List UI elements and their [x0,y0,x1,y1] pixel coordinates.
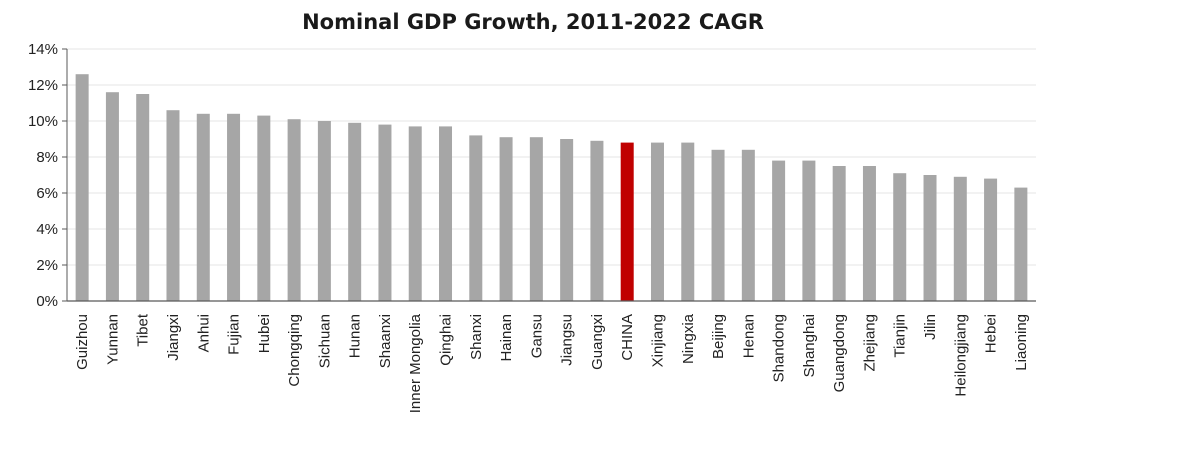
y-tick-label: 6% [36,185,58,202]
x-tick-label: Tianjin [892,314,909,358]
bar-hainan [499,137,513,301]
bar-jiangxi [166,110,180,301]
bar-jiangsu [560,139,574,301]
x-tick-label: Heilongjiang [952,314,969,397]
bar-tibet [136,94,150,301]
bar-qinghai [439,126,453,302]
x-tick-label: Jiangxi [165,314,182,361]
bar-china [620,142,634,301]
bar-ningxia [681,142,695,301]
x-tick-label: Xinjiang [649,314,666,367]
x-tick-label: Gansu [528,314,545,358]
bar-xinjiang [650,142,664,301]
bar-henan [741,149,755,301]
axes [62,48,1036,302]
bar-hebei [984,178,998,301]
bar-chongqing [287,119,301,301]
x-tick-label: Zhejiang [861,314,878,372]
bar-liaoning [1014,187,1028,301]
bars [75,74,1028,302]
x-tick-label: Hebei [983,314,1000,353]
x-tick-label: Guizhou [74,314,91,370]
x-tick-label: Hunan [347,314,364,358]
x-tick-label: Hubei [256,314,273,353]
bar-fujian [227,113,241,301]
x-tick-label: Yunnan [104,314,121,365]
x-tick-label: Shandong [771,314,788,382]
y-tick-label: 2% [36,257,58,274]
x-tick-label: Jilin [922,314,939,340]
bar-shandong [772,160,786,301]
bar-jilin [923,175,937,301]
bar-tianjin [893,173,907,301]
x-tick-label: Liaoning [1013,314,1030,371]
bar-shanghai [802,160,816,301]
x-tick-label: Qinghai [438,314,455,366]
bar-beijing [711,149,725,301]
labels: 0% 2% 4% 6% 8% 10% 12% 14% Guizhou Yunnan Tibet Jia… [28,41,1030,413]
y-tick-label: 8% [36,149,58,166]
x-tick-label: Guangdong [831,314,848,392]
x-tick-label: Ningxia [680,313,697,364]
bar-hubei [257,115,271,301]
x-tick-label: Anhui [195,314,212,352]
bar-guangxi [590,140,604,301]
x-tick-label: Shanghai [801,314,818,377]
bar-guangdong [832,166,846,301]
x-tick-label: Shanxi [468,314,485,360]
x-tick-label: Beijing [710,314,727,359]
x-tick-label: Hainan [498,314,515,362]
bar-shanxi [469,135,483,301]
chart-title: Nominal GDP Growth, 2011-2022 CAGR [302,10,764,34]
bar-heilongjiang [953,176,967,301]
y-tick-label: 4% [36,221,58,238]
bar-sichuan [317,121,331,301]
y-tick-label: 0% [36,293,58,310]
x-tick-label: Shaanxi [377,314,394,368]
bar-hunan [348,122,362,301]
x-tick-label: CHINA [619,314,636,361]
x-tick-label: Tibet [135,313,152,347]
y-tick-label: 10% [28,113,58,130]
y-tick-label: 14% [28,41,58,58]
x-tick-label: Guangxi [589,314,606,370]
x-tick-label: Chongqing [286,314,303,387]
x-tick-label: Henan [740,314,757,358]
y-tick-label: 12% [28,77,58,94]
bar-gansu [529,137,543,301]
bar-zhejiang [862,166,876,301]
bar-inner-mongolia [408,126,422,302]
x-tick-label: Sichuan [316,314,333,368]
bar-guizhou [75,74,89,301]
bar-anhui [196,113,210,301]
x-tick-label: Inner Mongolia [407,313,424,413]
x-tick-label: Fujian [226,314,243,355]
bar-yunnan [105,92,119,301]
gridlines [67,48,1036,266]
x-tick-label: Jiangsu [559,314,576,366]
bar-shaanxi [378,124,392,301]
